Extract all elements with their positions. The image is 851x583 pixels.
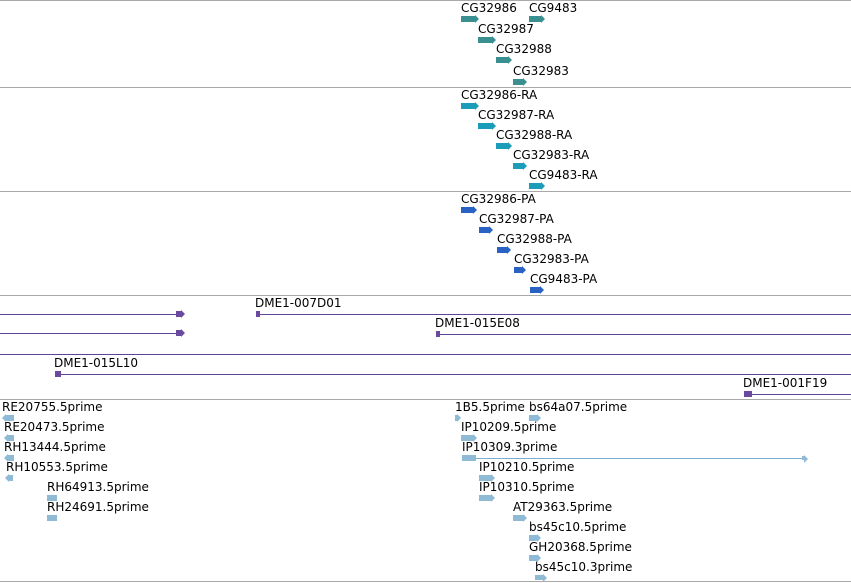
gene-label[interactable]: CG9483 xyxy=(529,1,578,15)
clone-label[interactable]: DME1-007D01 xyxy=(255,296,342,310)
protein-label[interactable]: CG9483-PA xyxy=(530,272,598,286)
gene-glyph[interactable] xyxy=(513,78,527,86)
clone-line[interactable] xyxy=(744,394,851,395)
est-glyph[interactable] xyxy=(535,574,547,582)
transcript-glyph[interactable] xyxy=(496,142,512,150)
transcript-glyph[interactable] xyxy=(529,182,545,190)
est-label[interactable]: RH24691.5prime xyxy=(47,500,149,514)
clone-line[interactable] xyxy=(0,354,851,355)
clone-line[interactable] xyxy=(436,334,851,335)
transcript-glyph[interactable] xyxy=(513,162,527,170)
est-glyph[interactable] xyxy=(455,414,461,422)
transcript-label[interactable]: CG32986-RA xyxy=(461,88,538,102)
est-glyph[interactable] xyxy=(4,454,14,462)
track-separator xyxy=(0,0,851,1)
transcript-label[interactable]: CG32988-RA xyxy=(496,128,573,142)
clone-start-marker[interactable] xyxy=(55,371,61,377)
est-glyph[interactable] xyxy=(513,514,527,522)
est-label[interactable]: RH10553.5prime xyxy=(6,460,108,474)
est-glyph[interactable] xyxy=(47,495,57,501)
gene-glyph[interactable] xyxy=(478,36,496,44)
protein-glyph[interactable] xyxy=(530,286,544,294)
track-separator xyxy=(0,399,851,400)
transcript-label[interactable]: CG32983-RA xyxy=(513,148,590,162)
track-separator xyxy=(0,295,851,296)
protein-glyph[interactable] xyxy=(461,206,477,214)
track-separator xyxy=(0,191,851,192)
est-glyph[interactable] xyxy=(479,494,495,502)
protein-label[interactable]: CG32988-PA xyxy=(497,232,572,246)
track-separator xyxy=(0,87,851,88)
est-label[interactable]: 1B5.5prime xyxy=(455,400,525,414)
est-label[interactable]: IP10209.5prime xyxy=(461,420,557,434)
est-intron-line[interactable] xyxy=(476,458,806,459)
clone-start-marker[interactable] xyxy=(256,311,260,317)
est-label[interactable]: GH20368.5prime xyxy=(529,540,632,554)
est-glyph[interactable] xyxy=(5,474,13,482)
est-glyph[interactable] xyxy=(2,414,14,422)
est-glyph[interactable] xyxy=(47,515,57,521)
est-label[interactable]: RE20473.5prime xyxy=(4,420,105,434)
gene-glyph[interactable] xyxy=(461,15,479,23)
est-glyph[interactable] xyxy=(461,434,477,442)
est-label[interactable]: RH13444.5prime xyxy=(4,440,106,454)
protein-label[interactable]: CG32987-PA xyxy=(479,212,554,226)
protein-glyph[interactable] xyxy=(479,226,493,234)
protein-glyph[interactable] xyxy=(514,266,526,274)
est-label[interactable]: AT29363.5prime xyxy=(513,500,613,514)
est-glyph[interactable] xyxy=(479,474,495,482)
est-glyph[interactable] xyxy=(529,414,541,422)
est-label[interactable]: IP10310.5prime xyxy=(479,480,575,494)
protein-label[interactable]: CG32986-PA xyxy=(461,192,536,206)
clone-start-marker[interactable] xyxy=(436,331,440,337)
clone-line[interactable] xyxy=(0,314,181,315)
clone-start-marker[interactable] xyxy=(744,391,752,397)
transcript-glyph[interactable] xyxy=(478,122,496,130)
est-glyph[interactable] xyxy=(802,455,808,463)
clone-line[interactable] xyxy=(0,333,181,334)
est-label[interactable]: IP10210.5prime xyxy=(479,460,575,474)
est-glyph[interactable] xyxy=(529,534,541,542)
gene-glyph[interactable] xyxy=(496,56,512,64)
gene-label[interactable]: CG32986 xyxy=(461,1,517,15)
protein-glyph[interactable] xyxy=(497,246,511,254)
clone-label[interactable]: DME1-015L10 xyxy=(54,356,138,370)
gene-label[interactable]: CG32988 xyxy=(496,42,552,56)
est-label[interactable]: bs45c10.3prime xyxy=(535,560,633,574)
clone-label[interactable]: DME1-001F19 xyxy=(743,376,828,390)
clone-arrowhead[interactable] xyxy=(176,329,185,337)
clone-line[interactable] xyxy=(55,374,851,375)
gene-glyph[interactable] xyxy=(529,15,545,23)
est-label[interactable]: bs45c10.5prime xyxy=(529,520,627,534)
est-label[interactable]: IP10309.3prime xyxy=(462,440,558,454)
transcript-label[interactable]: CG9483-RA xyxy=(529,168,598,182)
clone-label[interactable]: DME1-015E08 xyxy=(435,316,520,330)
gene-label[interactable]: CG32987 xyxy=(478,22,534,36)
protein-label[interactable]: CG32983-PA xyxy=(514,252,589,266)
track-separator xyxy=(0,581,851,582)
est-label[interactable]: bs64a07.5prime xyxy=(529,400,628,414)
est-label[interactable]: RH64913.5prime xyxy=(47,480,149,494)
est-glyph[interactable] xyxy=(462,455,476,461)
gene-label[interactable]: CG32983 xyxy=(513,64,569,78)
clone-arrowhead[interactable] xyxy=(176,310,185,318)
est-glyph[interactable] xyxy=(4,434,14,442)
clone-line[interactable] xyxy=(256,314,851,315)
est-glyph[interactable] xyxy=(529,554,541,562)
est-label[interactable]: RE20755.5prime xyxy=(2,400,103,414)
transcript-label[interactable]: CG32987-RA xyxy=(478,108,555,122)
transcript-glyph[interactable] xyxy=(461,102,479,110)
